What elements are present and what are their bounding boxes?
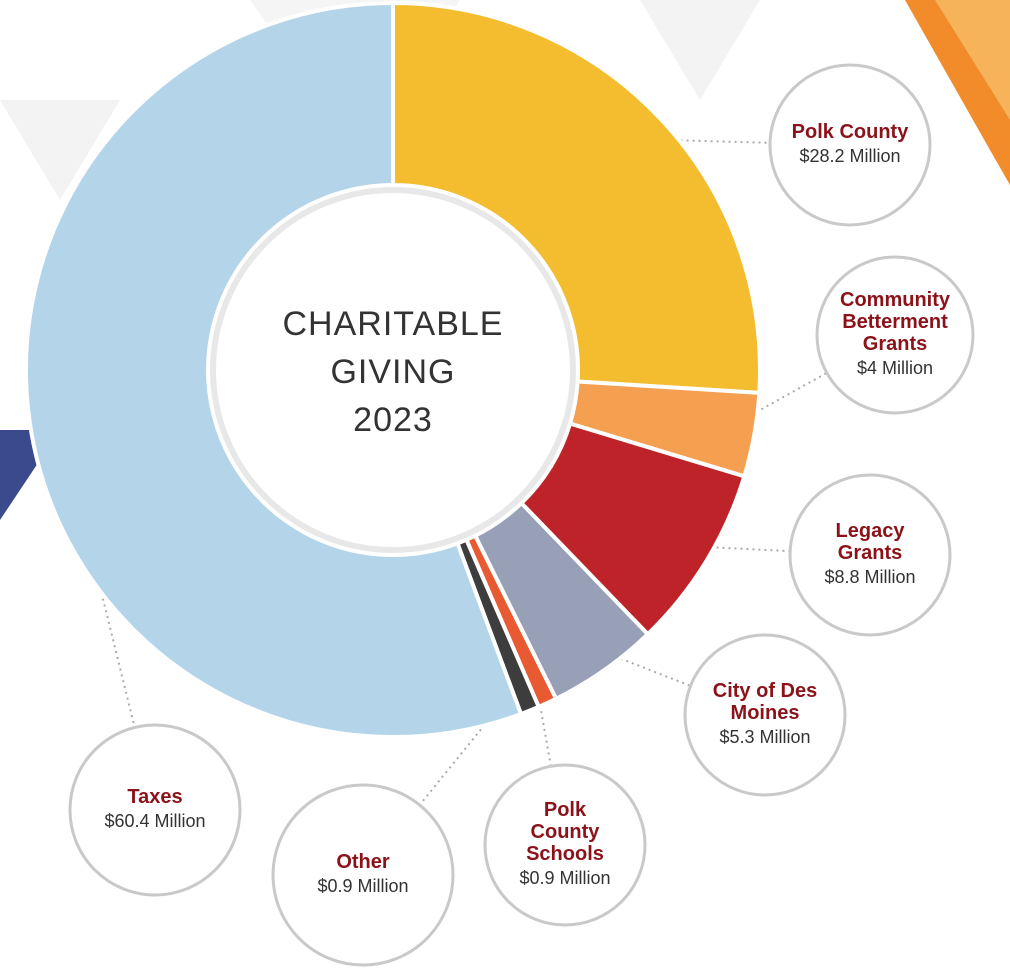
category-label: Other — [336, 851, 390, 873]
category-label: Community Betterment Grants — [840, 289, 950, 355]
slice-label: Other $0.9 Million — [288, 851, 438, 899]
value-label: $5.3 Million — [719, 727, 811, 747]
slice-label: City of Des Moines $5.3 Million — [695, 680, 835, 750]
label-circle — [768, 63, 932, 227]
slice-label: Taxes $60.4 Million — [80, 786, 230, 834]
background-shape — [640, 0, 760, 100]
label-circle — [788, 473, 952, 637]
background-shape — [0, 100, 120, 200]
value-label: $0.9 Million — [317, 876, 409, 896]
label-circle — [815, 255, 975, 415]
background-shape — [935, 0, 1010, 120]
leader-line — [533, 675, 566, 846]
label-circle — [68, 723, 242, 897]
value-label: $60.4 Million — [104, 811, 206, 831]
value-label: $8.8 Million — [824, 567, 916, 587]
slice — [24, 0, 524, 739]
category-label: City of Des Moines — [712, 680, 818, 724]
slice-label: Community Betterment Grants $4 Million — [830, 289, 960, 381]
value-label: $28.2 Million — [799, 146, 901, 166]
value-label: $0.9 Million — [519, 868, 611, 888]
center-circle — [210, 187, 576, 553]
slice-label: Polk County Schools $0.9 Million — [510, 799, 620, 891]
category-label: Polk County Schools — [526, 799, 604, 865]
label-circle — [683, 633, 847, 797]
category-label: Taxes — [127, 786, 183, 808]
label-circle — [271, 783, 455, 967]
slice — [391, 0, 762, 395]
category-label: Polk County — [791, 121, 909, 143]
label-circle — [483, 763, 647, 927]
chart-title: CHARITABLE GIVING 2023 — [282, 305, 504, 439]
category-label: Legacy Grants — [835, 520, 905, 564]
slice-label: Polk County $28.2 Million — [770, 121, 930, 169]
value-label: $4 Million — [856, 358, 934, 378]
slice-label: Legacy Grants $8.8 Million — [815, 520, 925, 590]
